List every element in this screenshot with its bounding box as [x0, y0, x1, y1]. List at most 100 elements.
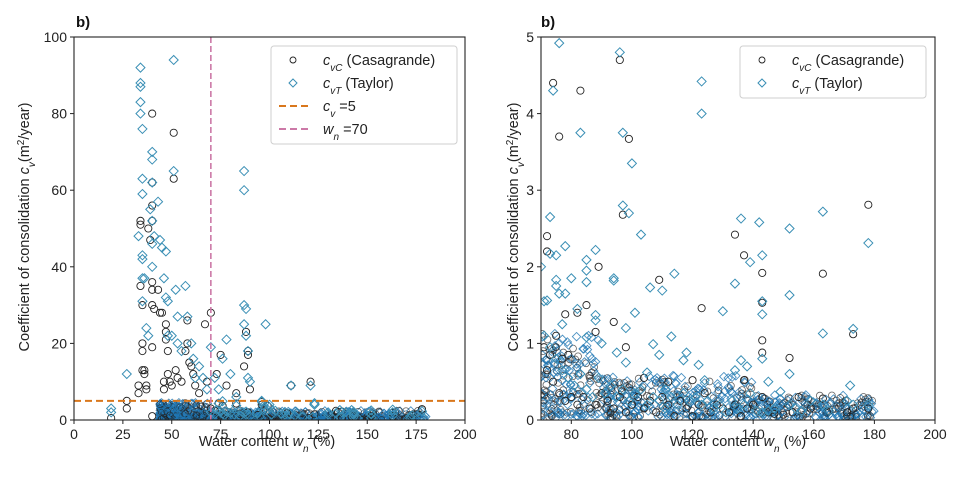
x-tick-label: 0: [70, 426, 78, 442]
data-point-taylor: [590, 244, 601, 256]
data-point-casagrande: [615, 378, 623, 387]
data-point-taylor: [790, 403, 801, 414]
data-point-taylor: [581, 332, 592, 343]
data-point-casagrande: [843, 408, 852, 417]
data-point-taylor: [146, 215, 158, 227]
data-point-casagrande: [715, 411, 724, 420]
data-point-taylor: [135, 96, 146, 108]
x-tick-label: 180: [863, 426, 887, 442]
data-point-taylor: [544, 406, 555, 417]
data-point-taylor: [285, 380, 297, 391]
data-point-taylor: [193, 402, 203, 412]
data-point-taylor: [387, 404, 398, 415]
data-point-casagrande: [652, 408, 661, 417]
data-point-casagrande: [541, 347, 547, 355]
data-point-casagrande: [142, 381, 151, 390]
data-point-casagrande: [746, 382, 754, 391]
right-panel: b) 80 100 120 140 160 180 200 0 1 2 3 4 5 Water con…: [505, 14, 947, 455]
series-taylor: [105, 54, 428, 420]
data-point-casagrande: [552, 331, 561, 340]
data-point-casagrande: [183, 316, 192, 325]
data-point-taylor: [623, 207, 635, 219]
panel-label: b): [76, 14, 90, 31]
data-point-taylor: [121, 368, 132, 380]
data-point-casagrande: [740, 251, 749, 260]
data-point-casagrande: [555, 389, 564, 398]
data-point-casagrande: [161, 335, 170, 344]
data-point-taylor: [817, 206, 829, 217]
x-tick-label: 160: [802, 426, 826, 442]
data-point-taylor: [541, 261, 547, 273]
data-point-taylor: [656, 411, 667, 420]
data-point-taylor: [811, 397, 822, 408]
data-point-casagrande: [140, 366, 149, 375]
data-point-taylor: [419, 414, 429, 420]
data-point-taylor: [605, 380, 616, 391]
legend-marker-diamond: [757, 78, 767, 88]
data-point-taylor: [550, 353, 562, 364]
data-point-casagrande: [107, 414, 116, 420]
data-point-taylor: [669, 268, 680, 279]
data-point-casagrande: [230, 410, 239, 419]
data-point-taylor: [141, 322, 152, 334]
data-point-casagrande: [615, 392, 624, 402]
data-point-taylor: [790, 392, 801, 403]
series-casagrande: [541, 55, 873, 420]
data-point-taylor: [654, 376, 665, 387]
data-point-casagrande: [576, 86, 585, 95]
data-point-taylor: [866, 398, 877, 409]
x-tick-label: 175: [404, 426, 428, 442]
data-point-taylor: [242, 372, 254, 384]
data-point-taylor: [541, 401, 549, 412]
data-point-taylor: [853, 408, 864, 419]
data-point-taylor: [844, 380, 856, 391]
data-point-casagrande: [543, 232, 552, 241]
data-point-casagrande: [543, 366, 552, 375]
data-point-taylor: [581, 265, 592, 276]
data-point-taylor: [841, 395, 853, 407]
data-point-casagrande: [727, 381, 735, 390]
data-point-taylor: [633, 411, 643, 420]
data-point-casagrande: [824, 406, 833, 415]
data-point-taylor: [600, 410, 611, 420]
data-point-casagrande: [555, 132, 564, 141]
data-point-taylor: [724, 383, 734, 394]
data-point-taylor: [152, 196, 164, 207]
data-point-taylor: [626, 158, 638, 169]
data-point-casagrande: [195, 389, 204, 398]
data-point-taylor: [611, 391, 622, 403]
data-point-casagrande: [609, 317, 618, 327]
x-tick-label: 80: [564, 426, 580, 442]
data-point-taylor: [193, 361, 205, 372]
data-point-casagrande: [543, 247, 552, 256]
data-point-taylor: [623, 395, 635, 407]
x-axis-label: Water content wn (%): [670, 434, 806, 455]
data-point-taylor: [617, 384, 629, 395]
data-point-casagrande: [241, 327, 251, 336]
data-point-taylor: [213, 398, 224, 409]
data-point-taylor: [777, 406, 787, 417]
data-point-casagrande: [148, 285, 157, 294]
data-point-taylor: [805, 395, 816, 407]
data-point-taylor: [182, 311, 193, 322]
data-point-taylor: [614, 47, 626, 58]
data-point-taylor: [181, 412, 192, 420]
data-point-casagrande: [738, 386, 746, 394]
data-point-casagrande: [144, 224, 153, 233]
data-point-casagrande: [864, 200, 873, 209]
data-point-taylor: [182, 414, 192, 420]
data-point-taylor: [156, 403, 166, 413]
data-point-taylor: [602, 391, 612, 402]
data-point-taylor: [158, 273, 170, 284]
data-point-taylor: [256, 395, 267, 407]
data-point-casagrande: [148, 343, 157, 352]
data-point-taylor: [583, 392, 594, 403]
data-point-taylor: [699, 374, 710, 386]
data-point-casagrande: [189, 369, 198, 379]
data-point-casagrande: [758, 348, 767, 357]
data-point-taylor: [198, 413, 208, 420]
data-point-taylor: [729, 365, 741, 376]
data-point-taylor: [847, 323, 859, 335]
data-point-casagrande: [608, 413, 617, 420]
